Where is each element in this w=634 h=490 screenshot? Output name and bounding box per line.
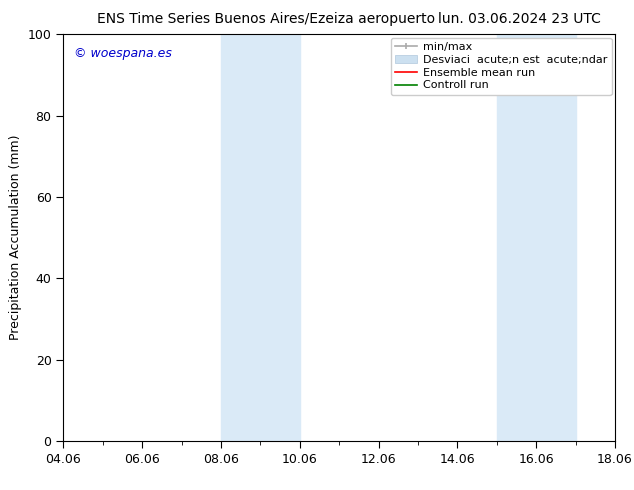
Text: © woespana.es: © woespana.es xyxy=(74,47,172,59)
Text: ENS Time Series Buenos Aires/Ezeiza aeropuerto: ENS Time Series Buenos Aires/Ezeiza aero… xyxy=(97,12,436,26)
Y-axis label: Precipitation Accumulation (mm): Precipitation Accumulation (mm) xyxy=(9,135,22,341)
Bar xyxy=(221,34,300,441)
Text: lun. 03.06.2024 23 UTC: lun. 03.06.2024 23 UTC xyxy=(439,12,601,26)
Legend: min/max, Desviaci  acute;n est  acute;ndar, Ensemble mean run, Controll run: min/max, Desviaci acute;n est acute;ndar… xyxy=(391,38,612,95)
Bar xyxy=(497,34,576,441)
